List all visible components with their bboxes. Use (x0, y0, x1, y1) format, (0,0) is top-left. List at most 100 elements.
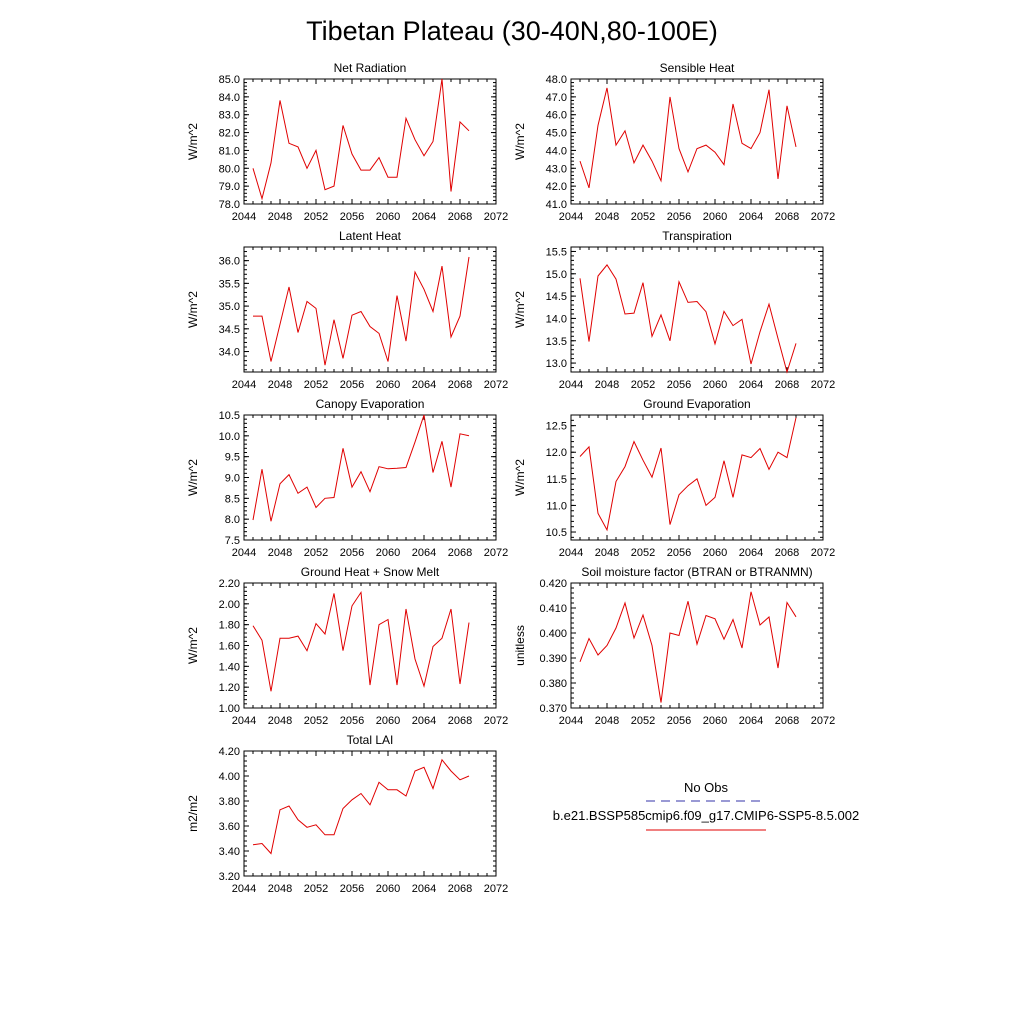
panel-5: Canopy Evaporation 2044 2048 2052 2056 2060 20… (186, 397, 508, 559)
figure-title: Tibetan Plateau (30-40N,80-100E) (306, 16, 718, 46)
y-tick-label: 0.400 (539, 628, 567, 640)
y-tick-label: 1.80 (219, 620, 240, 632)
x-tick-label: 2060 (376, 379, 400, 391)
y-tick-label: 35.5 (219, 278, 240, 290)
y-tick-label: 12.5 (546, 421, 567, 433)
panel-8: Soil moisture factor (BTRAN or BTRANMN) 2… (513, 565, 835, 727)
x-tick-label: 2064 (412, 715, 436, 727)
x-tick-label: 2044 (232, 547, 256, 559)
x-tick-label: 2068 (775, 547, 799, 559)
x-tick-label: 2072 (811, 211, 835, 223)
y-tick-label: 81.0 (219, 145, 240, 157)
x-tick-label: 2072 (484, 211, 508, 223)
x-tick-label: 2056 (340, 547, 364, 559)
x-tick-label: 2052 (631, 547, 655, 559)
y-tick-label: 83.0 (219, 110, 240, 122)
y-tick-label: 11.0 (546, 500, 567, 512)
x-tick-label: 2044 (559, 715, 583, 727)
y-tick-label: 2.20 (219, 578, 240, 590)
x-tick-label: 2044 (232, 715, 256, 727)
panel-title: Net Radiation (334, 61, 407, 75)
y-tick-label: 43.0 (546, 163, 567, 175)
x-tick-label: 2048 (268, 379, 292, 391)
y-tick-label: 85.0 (219, 74, 240, 86)
y-tick-label: 10.5 (219, 410, 240, 422)
x-tick-label: 2072 (484, 883, 508, 895)
x-tick-label: 2048 (595, 211, 619, 223)
plot-frame (243, 246, 497, 373)
x-tick-label: 2072 (811, 379, 835, 391)
y-tick-label: 82.0 (219, 128, 240, 140)
x-tick-label: 2060 (703, 379, 727, 391)
x-tick-label: 2052 (631, 211, 655, 223)
panel-1: Net Radiation 2044 2048 2052 2056 2060 2064 206… (186, 61, 508, 223)
plot-frame (243, 78, 497, 205)
y-tick-label: 15.0 (546, 269, 567, 281)
chart-panels: Net Radiation 2044 2048 2052 2056 2060 2064 206… (186, 61, 835, 895)
y-tick-label: 9.0 (225, 473, 240, 485)
x-tick-label: 2068 (448, 547, 472, 559)
plot-frame (570, 246, 824, 373)
y-tick-label: 36.0 (219, 256, 240, 268)
series-line (253, 256, 470, 366)
y-tick-label: 79.0 (219, 181, 240, 193)
x-tick-label: 2056 (667, 379, 691, 391)
x-tick-label: 2064 (739, 379, 763, 391)
x-tick-label: 2044 (559, 547, 583, 559)
x-tick-label: 2072 (484, 715, 508, 727)
y-tick-label: 13.0 (546, 358, 567, 370)
x-tick-label: 2060 (376, 883, 400, 895)
y-tick-label: 4.20 (219, 746, 240, 758)
x-tick-label: 2048 (595, 379, 619, 391)
y-tick-label: 48.0 (546, 74, 567, 86)
y-tick-label: 47.0 (546, 92, 567, 104)
x-tick-label: 2048 (268, 715, 292, 727)
x-tick-label: 2052 (304, 547, 328, 559)
legend-model-label: b.e21.BSSP585cmip6.f09_g17.CMIP6-SSP5-8.… (553, 808, 859, 823)
plot-frame (243, 750, 497, 877)
series-line (579, 87, 797, 189)
panel-title: Canopy Evaporation (316, 397, 425, 411)
y-tick-label: 3.20 (219, 871, 240, 883)
x-tick-label: 2044 (559, 379, 583, 391)
series-line (579, 591, 797, 703)
x-tick-label: 2048 (595, 715, 619, 727)
x-tick-label: 2048 (268, 211, 292, 223)
x-tick-label: 2044 (232, 211, 256, 223)
x-tick-label: 2064 (412, 883, 436, 895)
y-tick-label: 46.0 (546, 110, 567, 122)
x-tick-label: 2060 (703, 547, 727, 559)
y-tick-label: 4.00 (219, 771, 240, 783)
y-tick-label: 80.0 (219, 163, 240, 175)
x-tick-label: 2064 (412, 547, 436, 559)
panel-title: Latent Heat (339, 229, 402, 243)
x-tick-label: 2064 (412, 379, 436, 391)
x-tick-label: 2068 (448, 883, 472, 895)
x-tick-label: 2056 (667, 715, 691, 727)
plot-frame (243, 414, 497, 541)
x-tick-label: 2072 (811, 547, 835, 559)
series-line (252, 758, 470, 855)
x-tick-label: 2052 (304, 211, 328, 223)
y-axis-label: W/m^2 (513, 123, 527, 160)
x-tick-label: 2064 (412, 211, 436, 223)
y-tick-label: 0.420 (539, 578, 567, 590)
legend: No Obs b.e21.BSSP585cmip6.f09_g17.CMIP6-… (553, 780, 859, 831)
x-tick-label: 2056 (667, 211, 691, 223)
x-tick-label: 2052 (304, 715, 328, 727)
x-tick-label: 2068 (448, 211, 472, 223)
y-tick-label: 34.0 (219, 347, 240, 359)
x-tick-label: 2064 (739, 715, 763, 727)
x-tick-label: 2072 (484, 547, 508, 559)
y-tick-label: 1.20 (219, 682, 240, 694)
panel-title: Soil moisture factor (BTRAN or BTRANMN) (581, 565, 812, 579)
panel-title: Transpiration (662, 229, 732, 243)
series-line (579, 264, 797, 374)
y-tick-label: 78.0 (219, 199, 240, 211)
y-tick-label: 15.5 (546, 246, 567, 258)
x-tick-label: 2056 (667, 547, 691, 559)
y-axis-label: W/m^2 (186, 291, 200, 328)
y-tick-label: 3.80 (219, 796, 240, 808)
y-tick-label: 14.5 (546, 291, 567, 303)
x-tick-label: 2060 (703, 211, 727, 223)
